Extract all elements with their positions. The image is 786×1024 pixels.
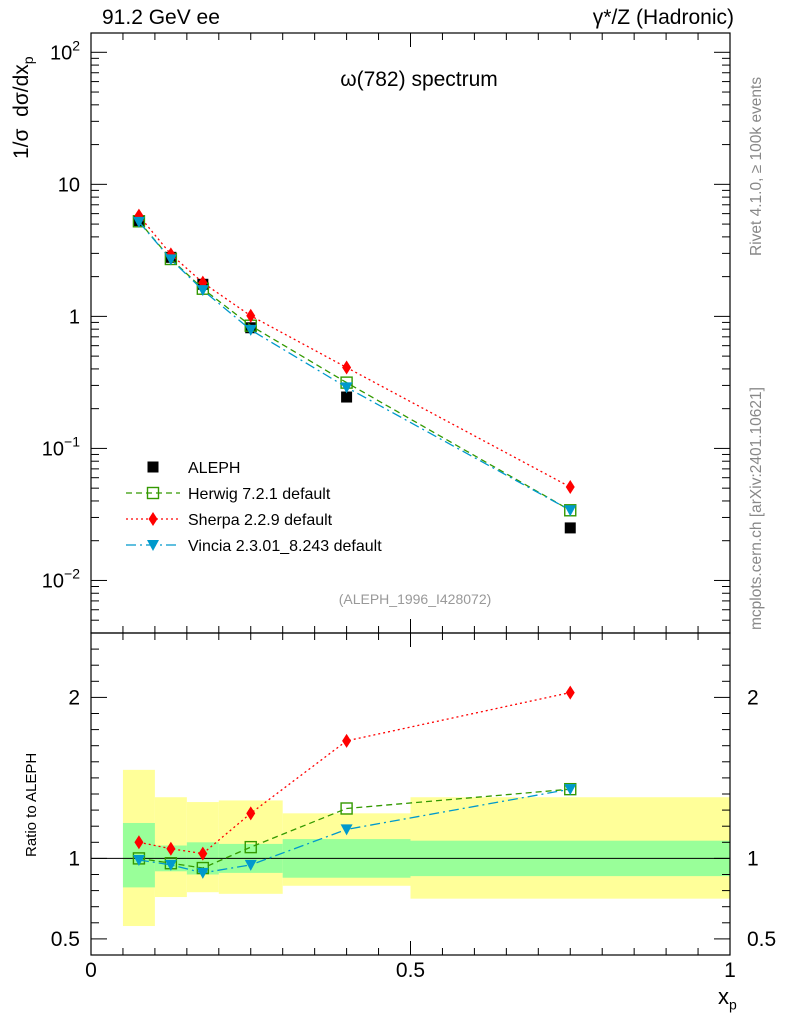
sherpa-ratio-point <box>565 685 575 700</box>
sherpa-line <box>138 215 571 488</box>
herwig-ratio-point <box>340 802 353 815</box>
aleph-data-point <box>564 522 576 534</box>
vincia-point <box>244 324 257 336</box>
main-plot-frame <box>90 32 731 634</box>
ratio-tick-label-right: 1 <box>747 847 759 870</box>
ratio-tick-label-left: 2 <box>68 686 80 709</box>
legend-label: Sherpa 2.2.9 default <box>188 512 333 529</box>
vincia-ratio-line <box>138 788 571 874</box>
sherpa-ratio-point <box>246 806 256 821</box>
legend-marker <box>147 461 159 473</box>
sherpa-ratio-point <box>342 733 352 748</box>
legend-label: ALEPH <box>188 460 240 477</box>
legend-label: Vincia 2.3.01_8.243 default <box>188 538 382 555</box>
y-tick-label: 10 <box>58 174 80 196</box>
ratio-y-ticks <box>91 632 730 956</box>
herwig-ratio-line <box>138 788 571 869</box>
ratio-tick-label-right: 0.5 <box>747 928 776 951</box>
ratio-tick-label-left: 1 <box>68 847 80 870</box>
sherpa-ratio-line <box>138 691 571 855</box>
sherpa-ratio-point <box>198 846 208 861</box>
ratio-tick-label-left: 0.5 <box>51 928 80 951</box>
vincia-ratio-series <box>132 784 577 879</box>
sherpa-point <box>342 360 352 375</box>
y-tick-label: 102 <box>50 37 80 64</box>
sherpa-series <box>134 208 575 495</box>
x-tick-label: 1 <box>724 959 736 982</box>
sherpa-point <box>565 480 575 495</box>
vincia-point <box>132 216 145 228</box>
ratio-uncertainty-bands <box>122 769 730 927</box>
vincia-ratio-point <box>164 859 177 871</box>
vincia-ratio-point <box>340 824 353 836</box>
vincia-point <box>564 505 577 517</box>
aleph-data-point <box>341 391 353 403</box>
vincia-ratio-point <box>564 784 577 796</box>
ratio-tick-label-right: 2 <box>747 686 759 709</box>
vincia-point <box>340 382 353 394</box>
y-tick-label: 10−2 <box>42 565 80 592</box>
y-tick-label: 10−1 <box>42 433 80 460</box>
y-tick-label: 1 <box>69 306 80 328</box>
vincia-ratio-point <box>132 855 145 867</box>
x-ticks <box>90 33 731 955</box>
x-tick-label: 0 <box>85 959 97 982</box>
header-process-label: γ*/Z (Hadronic) <box>592 6 734 29</box>
sherpa-ratio-point <box>166 841 176 856</box>
legend-marker <box>147 540 159 551</box>
sherpa-ratio-series <box>134 685 575 861</box>
vincia-series <box>132 216 577 517</box>
analysis-watermark: (ALEPH_1996_I428072) <box>339 591 492 607</box>
legend-marker <box>146 486 160 500</box>
vincia-ratio-point <box>196 867 209 879</box>
sherpa-ratio-point <box>134 835 144 850</box>
y-ticks <box>91 51 730 634</box>
herwig-ratio-point <box>244 840 257 854</box>
chart-title: ω(782) spectrum <box>340 68 498 91</box>
vincia-point <box>196 285 209 297</box>
x-axis-label: xp <box>718 984 737 1013</box>
header-energy-label: 91.2 GeV ee <box>102 6 220 29</box>
vincia-point <box>164 254 177 266</box>
sherpa-point <box>246 308 256 323</box>
ratio-plot-frame <box>90 632 731 956</box>
legend: ALEPH Herwig 7.2.1 default Sherpa 2.2.9 de… <box>126 460 382 555</box>
vincia-line <box>138 221 571 511</box>
legend-label: Herwig 7.2.1 default <box>188 486 331 503</box>
x-tick-label: 0.5 <box>396 959 425 982</box>
legend-marker <box>148 512 158 526</box>
vincia-ratio-point <box>244 859 257 871</box>
